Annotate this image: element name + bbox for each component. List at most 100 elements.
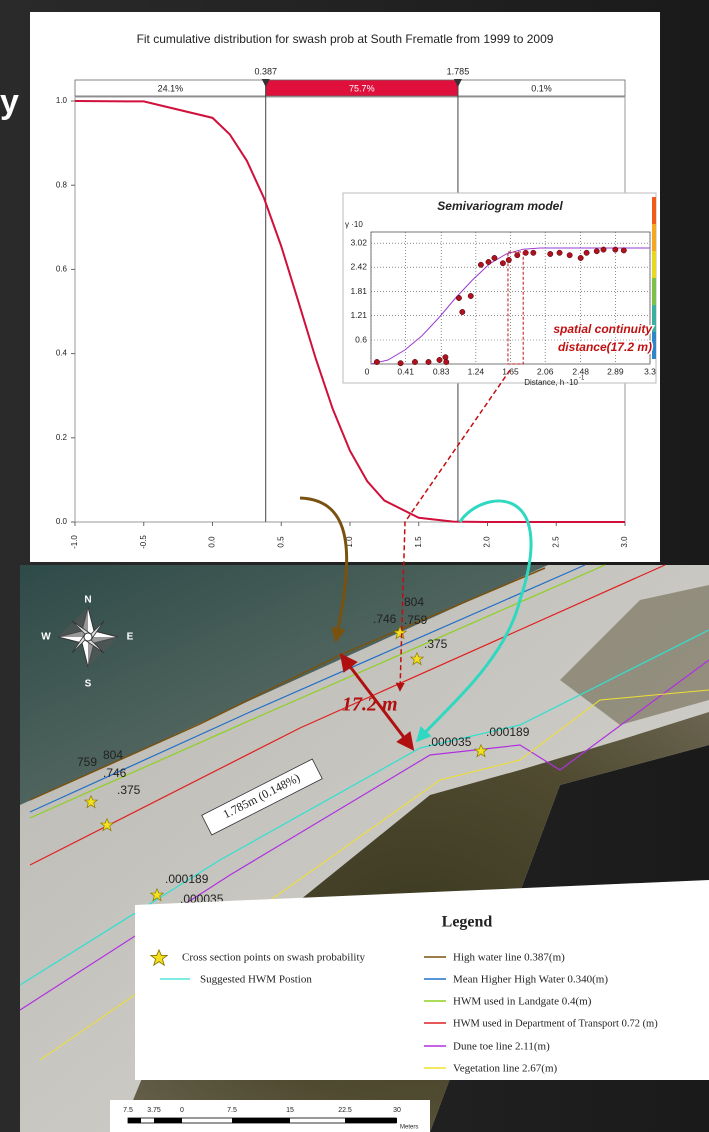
data-point [460,309,465,314]
y-tick-label: 0.6 [56,265,68,274]
y-tick-label: 0.0 [56,517,68,526]
y-tick-label: 0.8 [56,180,68,189]
y-tick-label: 1.21 [350,310,367,320]
y-axis-label: γ ·10 [345,220,363,229]
point-label: 804 [404,595,424,609]
data-point [426,359,431,364]
point-label: .000189 [165,872,209,886]
data-point [621,248,626,253]
data-point [374,359,379,364]
inset-panel [343,193,656,383]
color-bar [652,251,656,278]
color-bar [652,224,656,251]
data-point [478,262,483,267]
data-point [492,255,497,260]
x-tick-label: 0.83 [433,366,450,376]
data-point [506,257,511,262]
x-tick-label: 3.0 [620,536,629,548]
slide: y N S W E 804 .746 [0,0,709,1132]
data-point [412,359,417,364]
x-tick-label: 2.5 [551,536,560,548]
compass-label: W [41,632,51,643]
scale-label: 30 [393,1107,401,1114]
legend-title: Legend [442,914,493,931]
data-point [500,261,505,266]
data-point [443,355,448,360]
y-tick-label: 1.81 [350,286,367,296]
color-bar [652,332,656,359]
legend-label: High water line 0.387(m) [453,952,565,964]
point-label: .746 [373,612,397,626]
x-tick-label: -0.5 [139,535,148,549]
scale-label: 3.75 [147,1107,161,1114]
scale-label: 7.5 [123,1107,133,1114]
y-tick-label: 0.4 [56,349,68,358]
scale-unit: Meters [400,1125,418,1131]
color-bar [652,278,656,305]
distance-label: 17.2 m [342,694,398,716]
legend-label: Dune toe line 2.11(m) [453,1041,550,1053]
y-tick-label: 0.2 [56,433,68,442]
x-tick-label: 1.5 [414,536,423,548]
marker-label: 0.387 [254,66,277,76]
point-label: .000189 [486,725,530,739]
x-tick-label: 2.0 [483,536,492,548]
data-point [486,259,491,264]
x-axis-label-exponent: -1 [579,376,585,382]
compass-label: S [85,679,92,690]
data-point [468,293,473,298]
y-tick-label: 3.02 [350,237,367,247]
data-point [578,255,583,260]
chart-title: Fit cumulative distribution for swash pr… [137,32,554,46]
legend-label: Cross section points on swash probabilit… [182,952,366,964]
legend-label: HWM used in Landgate 0.4(m) [453,996,592,1008]
point-label: 804 [103,748,123,762]
legend-label: Mean Higher High Water 0.340(m) [453,974,608,986]
point-label: .746 [103,766,127,780]
segment-label: 75.7% [349,83,375,93]
x-tick-label: 0.5 [276,536,285,548]
data-point [613,247,618,252]
x-axis-label: Distance, h ·10 [524,378,578,387]
x-tick-label: 1.65 [502,366,519,376]
legend-label: HWM used in Department of Transport 0.72… [453,1018,658,1029]
scale-label: 22.5 [338,1107,352,1114]
annotation: distance(17.2 m) [558,340,652,354]
data-point [437,357,442,362]
y-tick-label: 1.0 [56,96,68,105]
segment-label: 24.1% [158,83,184,93]
data-point [567,253,572,258]
data-point [515,253,520,258]
scale-box [110,1100,430,1132]
scale-bar [128,1118,397,1123]
data-point [398,361,403,366]
point-label: 759 [77,755,97,769]
data-point [523,250,528,255]
point-label: .375 [424,637,448,651]
data-point [594,249,599,254]
data-point [444,359,449,364]
x-tick-label: -1.0 [70,535,79,549]
scale-label: 15 [286,1107,294,1114]
scale-label: 0 [180,1107,184,1114]
slide-title-fragment: y [0,83,19,121]
page: y N S W E 804 .746 [0,0,709,1132]
scale-label: 7.5 [227,1107,237,1114]
point-label: .000035 [428,735,472,749]
point-label: .375 [117,783,141,797]
color-bar [652,305,656,332]
point-label: .759 [404,613,428,627]
x-tick-label: 0.0 [208,536,217,548]
x-tick-label: 0.41 [397,366,414,376]
legend-label: Vegetation line 2.67(m) [453,1063,558,1075]
compass-label: E [127,632,134,643]
data-point [531,250,536,255]
x-tick-label: 3.3 [644,366,656,376]
legend-label: Suggested HWM Postion [200,974,312,986]
x-tick-label: 2.06 [537,366,554,376]
segment-label: 0.1% [531,83,552,93]
y-tick-label: 0.6 [355,334,367,344]
inset-title: Semivariogram model [437,199,563,213]
data-point [584,250,589,255]
data-point [557,250,562,255]
